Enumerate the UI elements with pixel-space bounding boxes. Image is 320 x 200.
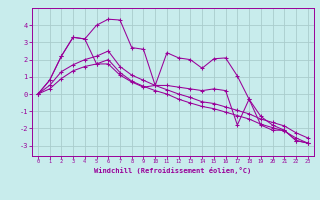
X-axis label: Windchill (Refroidissement éolien,°C): Windchill (Refroidissement éolien,°C) [94,167,252,174]
